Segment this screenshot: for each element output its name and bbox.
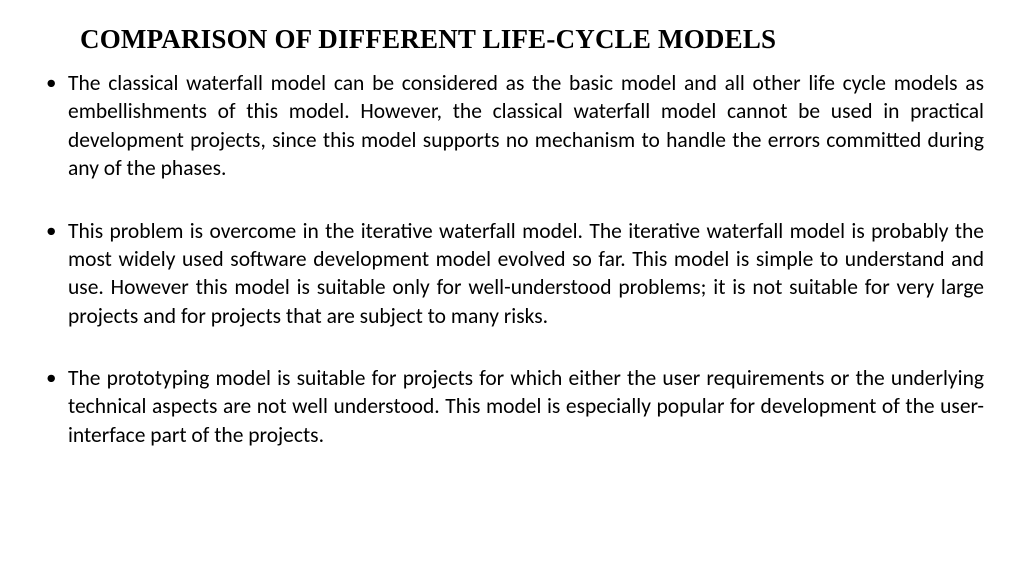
slide-title: COMPARISON OF DIFFERENT LIFE-CYCLE MODEL… [40,24,984,55]
list-item: The classical waterfall model can be con… [40,69,984,183]
bullet-list: The classical waterfall model can be con… [40,69,984,449]
list-item: The prototyping model is suitable for pr… [40,364,984,449]
list-item: This problem is overcome in the iterativ… [40,217,984,331]
